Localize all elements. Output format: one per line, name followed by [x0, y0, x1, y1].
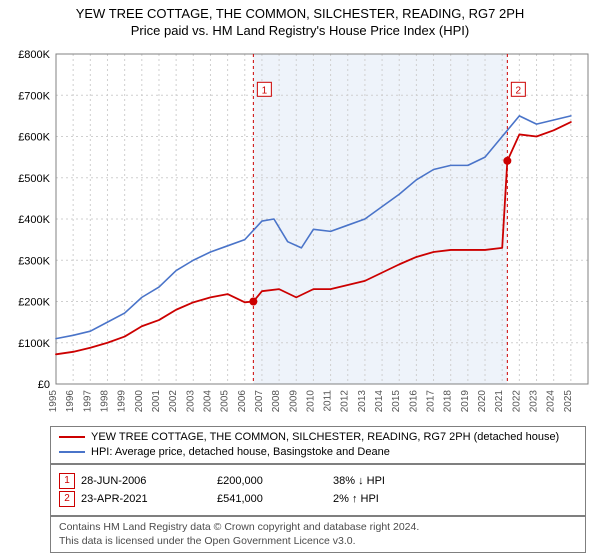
svg-text:£400K: £400K: [18, 214, 50, 226]
chart-svg: £0 £100K £200K £300K £400K £500K £600K £700K £80…: [6, 48, 594, 420]
marker-row: 2 23-APR-2021 £541,000 2% ↑ HPI: [59, 491, 577, 507]
svg-text:£500K: £500K: [18, 173, 50, 185]
svg-text:1996: 1996: [65, 390, 76, 413]
marker-badge: 2: [59, 491, 75, 507]
title-block: YEW TREE COTTAGE, THE COMMON, SILCHESTER…: [0, 0, 600, 40]
svg-text:£0: £0: [38, 379, 50, 391]
svg-text:2009: 2009: [288, 390, 299, 413]
svg-text:2019: 2019: [460, 390, 471, 413]
svg-text:2017: 2017: [426, 390, 437, 413]
svg-text:1995: 1995: [48, 390, 59, 413]
svg-text:2007: 2007: [254, 390, 265, 413]
chart-container: YEW TREE COTTAGE, THE COMMON, SILCHESTER…: [0, 0, 600, 560]
marker-badge: 1: [59, 473, 75, 489]
svg-text:2010: 2010: [305, 390, 316, 413]
svg-text:2025: 2025: [563, 390, 574, 413]
svg-text:2006: 2006: [237, 390, 248, 413]
svg-text:2014: 2014: [374, 390, 385, 413]
svg-text:2015: 2015: [391, 390, 402, 413]
svg-text:£800K: £800K: [18, 49, 50, 61]
legend-row: HPI: Average price, detached house, Basi…: [59, 445, 577, 460]
marker-price: £541,000: [217, 493, 327, 505]
legend-swatch: [59, 436, 85, 438]
marker-row: 1 28-JUN-2006 £200,000 38% ↓ HPI: [59, 473, 577, 489]
legend-row: YEW TREE COTTAGE, THE COMMON, SILCHESTER…: [59, 430, 577, 445]
footer-line2: This data is licensed under the Open Gov…: [59, 535, 577, 549]
svg-text:2012: 2012: [340, 390, 351, 413]
title-line2: Price paid vs. HM Land Registry's House …: [4, 23, 596, 38]
svg-text:2021: 2021: [494, 390, 505, 413]
footer-line1: Contains HM Land Registry data © Crown c…: [59, 521, 577, 535]
svg-text:2020: 2020: [477, 390, 488, 413]
legend-swatch: [59, 451, 85, 453]
svg-text:£100K: £100K: [18, 338, 50, 350]
svg-text:2018: 2018: [443, 390, 454, 413]
svg-text:2008: 2008: [271, 390, 282, 413]
svg-text:2024: 2024: [546, 390, 557, 413]
chart: £0 £100K £200K £300K £400K £500K £600K £700K £80…: [6, 48, 594, 420]
svg-text:2003: 2003: [185, 390, 196, 413]
svg-text:£700K: £700K: [18, 90, 50, 102]
svg-text:1999: 1999: [117, 390, 128, 413]
svg-text:£300K: £300K: [18, 255, 50, 267]
svg-text:2004: 2004: [202, 390, 213, 413]
svg-text:2005: 2005: [220, 390, 231, 413]
svg-text:2022: 2022: [511, 390, 522, 413]
svg-text:2000: 2000: [134, 390, 145, 413]
svg-text:£200K: £200K: [18, 297, 50, 309]
svg-text:1: 1: [262, 85, 268, 96]
svg-text:£600K: £600K: [18, 132, 50, 144]
markers: 1 28-JUN-2006 £200,000 38% ↓ HPI 2 23-AP…: [50, 464, 586, 516]
footer: Contains HM Land Registry data © Crown c…: [50, 516, 586, 553]
svg-text:2001: 2001: [151, 390, 162, 413]
svg-text:2011: 2011: [323, 390, 334, 412]
title-line1: YEW TREE COTTAGE, THE COMMON, SILCHESTER…: [4, 6, 596, 21]
legend: YEW TREE COTTAGE, THE COMMON, SILCHESTER…: [50, 426, 586, 464]
svg-text:2023: 2023: [529, 390, 540, 413]
marker-price: £200,000: [217, 475, 327, 487]
marker-delta: 38% ↓ HPI: [333, 475, 473, 487]
legend-label: HPI: Average price, detached house, Basi…: [91, 445, 390, 460]
marker-date: 23-APR-2021: [81, 493, 211, 505]
svg-text:1997: 1997: [82, 390, 93, 413]
svg-text:2002: 2002: [168, 390, 179, 413]
svg-text:1998: 1998: [99, 390, 110, 413]
marker-date: 28-JUN-2006: [81, 475, 211, 487]
svg-text:2013: 2013: [357, 390, 368, 413]
svg-text:2016: 2016: [408, 390, 419, 413]
marker-delta: 2% ↑ HPI: [333, 493, 473, 505]
legend-label: YEW TREE COTTAGE, THE COMMON, SILCHESTER…: [91, 430, 559, 445]
svg-text:2: 2: [516, 85, 522, 96]
